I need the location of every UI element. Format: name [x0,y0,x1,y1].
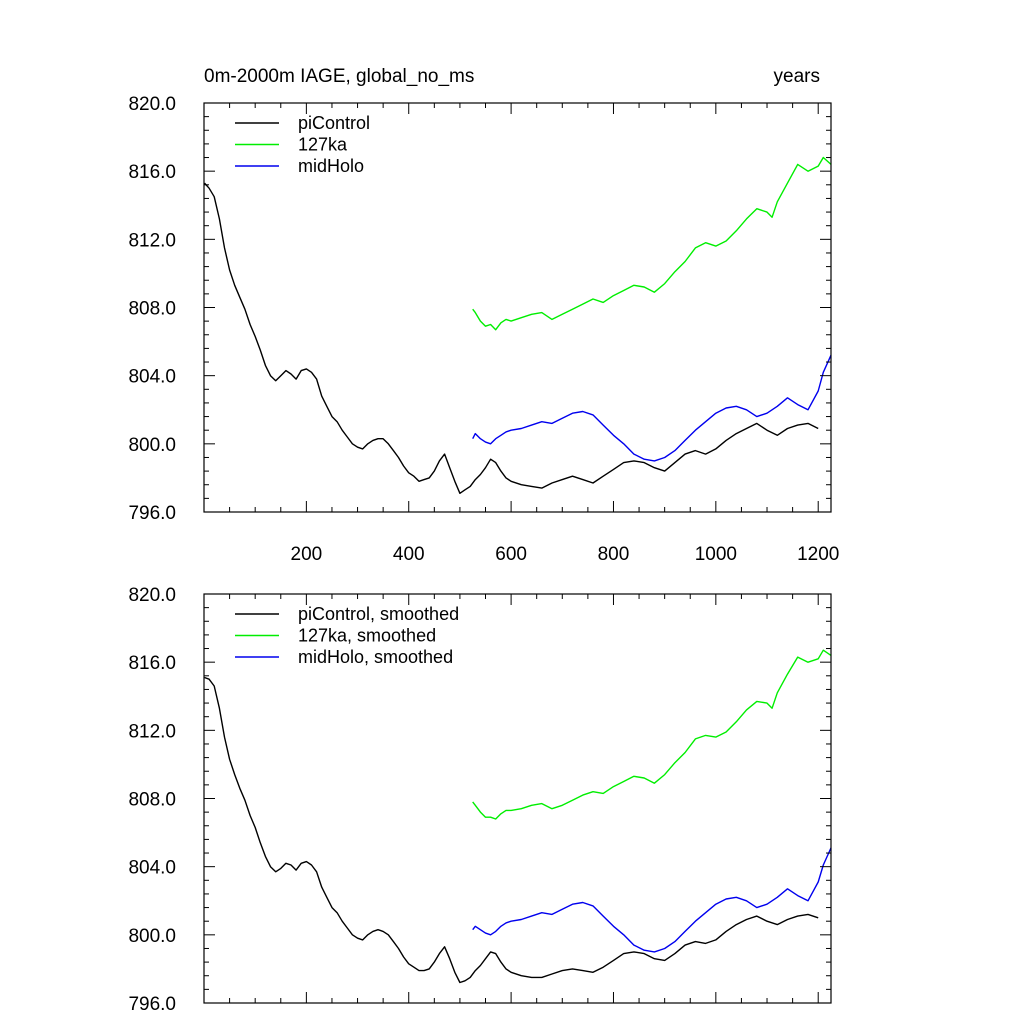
legend-label: piControl [298,113,370,133]
y-tick-label: 804.0 [128,367,176,388]
y-tick-label: 796.0 [128,994,176,1015]
series-line-midholo [472,354,832,462]
legend-label: midHolo [298,156,364,176]
y-tick-label: 816.0 [128,162,176,183]
series-line-127ka [472,649,832,820]
series-line-127ka [472,156,832,331]
top-panel: 796.0 800.0 804.0 808.0 812.0 816.0 820.0 200 40… [128,94,839,565]
x-tick-label: 200 [291,544,323,565]
series-line-midholo [472,847,832,953]
x-tick-label: 800 [598,544,630,565]
legend-label: 127ka, smoothed [298,626,436,646]
legend-label: piControl, smoothed [298,604,459,624]
legend-label: midHolo, smoothed [298,647,453,667]
y-tick-label: 808.0 [128,790,176,811]
y-tick-label: 804.0 [128,858,176,879]
legend-label: 127ka [298,135,348,155]
series-line-picontrol [203,182,819,494]
y-tick-label: 800.0 [128,926,176,947]
x-axis-units-label: years [774,66,820,87]
y-tick-label: 800.0 [128,435,176,456]
series-line-picontrol [204,676,819,984]
bottom-panel: 796.0 800.0 804.0 808.0 812.0 816.0 820.0 piCon… [128,585,832,1015]
y-tick-label: 816.0 [128,653,176,674]
x-tick-label: 400 [393,544,425,565]
y-tick-label: 812.0 [128,230,176,251]
x-tick-label: 1200 [797,544,839,565]
x-tick-label: 600 [495,544,527,565]
y-tick-label: 808.0 [128,299,176,320]
y-tick-label: 812.0 [128,721,176,742]
y-tick-label: 820.0 [128,94,176,115]
y-tick-label: 820.0 [128,585,176,606]
y-tick-label: 796.0 [128,503,176,524]
plot-title: 0m-2000m IAGE, global_no_ms [204,66,474,87]
x-tick-label: 1000 [695,544,737,565]
